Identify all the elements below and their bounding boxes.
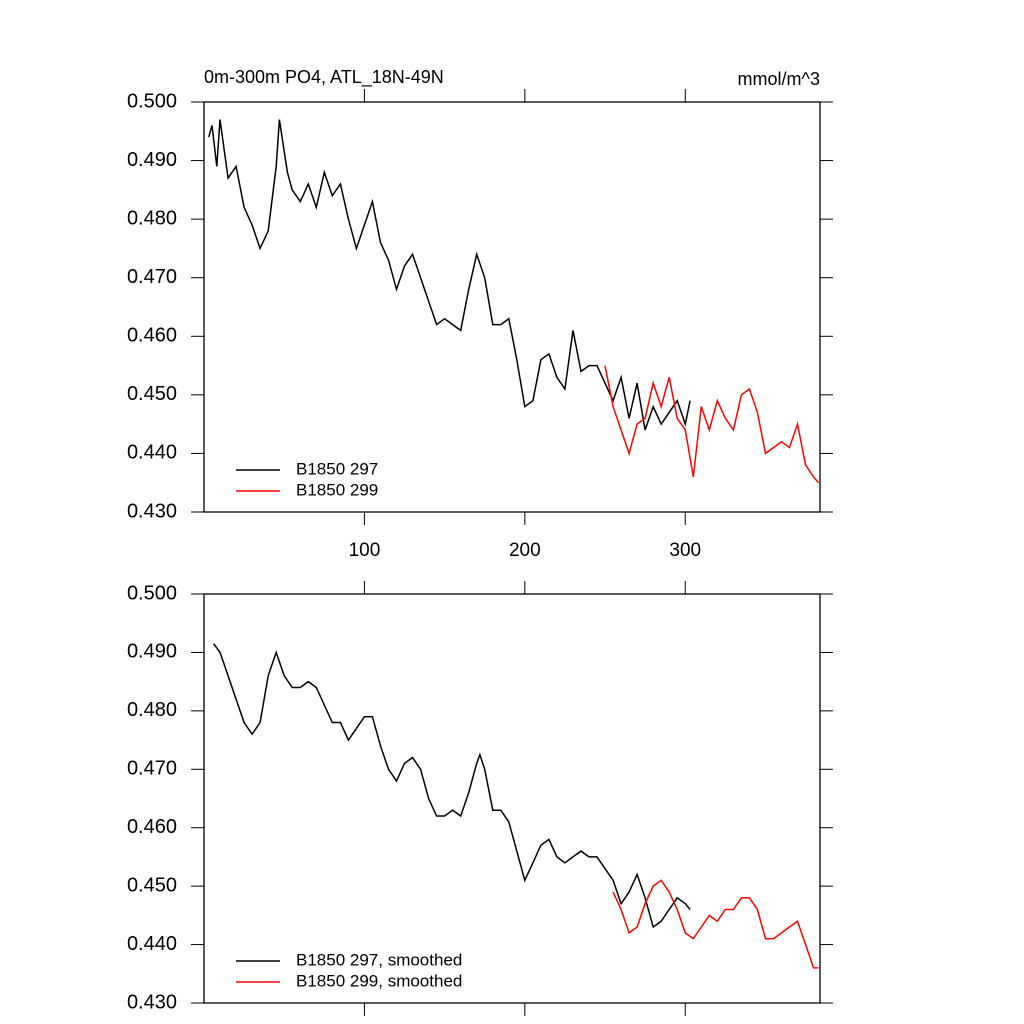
y-tick-label: 0.500 (127, 582, 177, 604)
y-tick-label: 0.440 (127, 933, 177, 955)
y-tick-label: 0.480 (127, 699, 177, 721)
series-line (604, 365, 819, 484)
plot-frame (203, 101, 821, 513)
y-tick-label: 0.450 (127, 874, 177, 896)
y-tick-label: 0.480 (127, 207, 177, 229)
y-tick-label: 0.450 (127, 383, 177, 405)
legend-label: B1850 297 (296, 459, 378, 478)
y-tick-label: 0.490 (127, 149, 177, 171)
legend-label: B1850 297, smoothed (296, 950, 462, 969)
series-line (612, 879, 819, 969)
y-tick-label: 0.430 (127, 500, 177, 522)
y-tick-label: 0.460 (127, 816, 177, 838)
series-line (208, 119, 691, 431)
plot-frame (203, 593, 821, 1004)
legend-label: B1850 299, smoothed (296, 971, 462, 990)
chart-title: 0m-300m PO4, ATL_18N-49N (204, 67, 444, 88)
x-tick-label: 100 (349, 540, 381, 561)
y-tick-label: 0.500 (127, 90, 177, 112)
y-tick-label: 0.460 (127, 325, 177, 347)
x-tick-label: 200 (509, 540, 541, 561)
series-line (212, 643, 691, 929)
x-tick-label: 300 (669, 540, 701, 561)
units-label: mmol/m^3 (738, 69, 820, 89)
legend-label: B1850 299 (296, 480, 378, 499)
y-tick-label: 0.440 (127, 442, 177, 464)
y-tick-label: 0.430 (127, 991, 177, 1013)
y-tick-label: 0.470 (127, 758, 177, 780)
y-tick-label: 0.470 (127, 266, 177, 288)
y-tick-label: 0.490 (127, 641, 177, 663)
